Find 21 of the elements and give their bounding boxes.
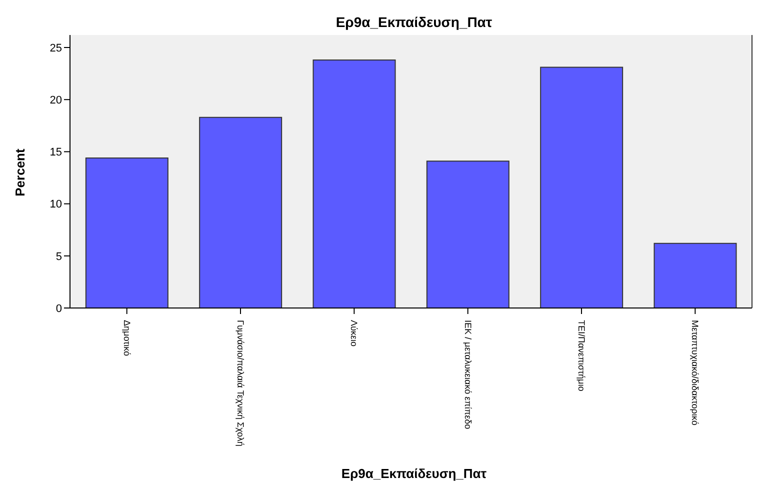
x-tick-label: Γυμνάσιο/παλαιά Τεχνική Σχολή bbox=[236, 320, 246, 446]
y-tick-label: 10 bbox=[50, 198, 62, 211]
y-tick-label: 5 bbox=[56, 250, 62, 263]
y-tick-label: 25 bbox=[50, 42, 62, 54]
y-tick-label: 20 bbox=[50, 94, 62, 107]
x-tick-label: ΙΕΚ / μεταλυκειακό επίπεδο bbox=[462, 320, 473, 430]
bar bbox=[199, 116, 282, 308]
x-tick-label: ΤΕΙ/Πανεπιστήμιο bbox=[576, 320, 586, 392]
x-tick-label: Μεταπτυχιακό/διδακτορικό bbox=[690, 320, 700, 426]
x-tick-label: Δημοτικό bbox=[122, 320, 132, 356]
bar bbox=[312, 60, 396, 308]
y-tick-label: 0 bbox=[56, 302, 62, 315]
bar bbox=[654, 242, 737, 308]
y-axis-title: Percent bbox=[12, 148, 28, 198]
bar bbox=[540, 66, 624, 308]
chart-title: Ερ9α_Εκπαίδευση_Πατ bbox=[334, 14, 494, 30]
x-axis-title: Ερ9α_Εκπαίδευση_Πατ bbox=[340, 466, 488, 481]
y-tick-label: 15 bbox=[50, 146, 62, 159]
x-tick-label: Λύκειο bbox=[349, 320, 360, 346]
bar bbox=[85, 157, 168, 308]
bar bbox=[426, 160, 510, 308]
